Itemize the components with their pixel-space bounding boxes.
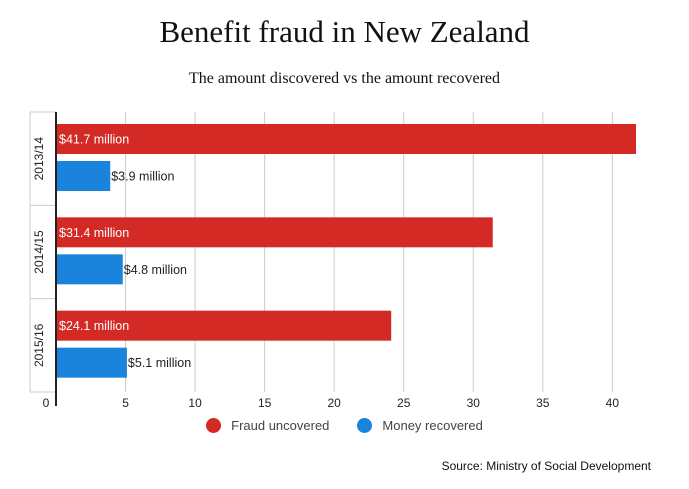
bar-fraud	[56, 310, 392, 341]
data-label: $24.1 million	[59, 319, 129, 333]
x-tick-label: 40	[606, 396, 620, 410]
legend-label-fraud: Fraud uncovered	[231, 418, 330, 433]
x-tick-label: 30	[467, 396, 481, 410]
data-label: $31.4 million	[59, 226, 129, 240]
x-tick-label: 5	[122, 396, 129, 410]
bar-fraud	[56, 124, 637, 154]
x-tick-label: 10	[188, 396, 202, 410]
legend: Fraud uncovered Money recovered	[0, 418, 689, 433]
legend-label-recovered: Money recovered	[382, 418, 483, 433]
legend-swatch-fraud	[206, 418, 222, 433]
x-tick-label: 35	[536, 396, 550, 410]
category-label: 2015/16	[32, 323, 46, 367]
bar-recovered	[56, 161, 111, 191]
data-label: $3.9 million	[111, 170, 174, 184]
data-label: $5.1 million	[128, 356, 191, 370]
x-tick-label: 25	[397, 396, 411, 410]
bar-recovered	[56, 347, 127, 378]
legend-swatch-recovered	[357, 418, 373, 433]
chart-title: Benefit fraud in New Zealand	[159, 14, 530, 49]
data-label: $4.8 million	[124, 263, 187, 277]
category-label: 2013/14	[32, 137, 46, 181]
bar-fraud	[56, 217, 493, 248]
x-tick-label: 20	[328, 396, 342, 410]
data-label: $41.7 million	[59, 133, 129, 147]
legend-item-fraud: Fraud uncovered	[206, 418, 329, 433]
legend-item-recovered: Money recovered	[357, 418, 483, 433]
source-note: Source: Ministry of Social Development	[441, 459, 651, 473]
x-tick-label: 15	[258, 396, 272, 410]
x-tick-label: 0	[43, 396, 50, 410]
category-label: 2014/15	[32, 230, 46, 274]
chart-subtitle: The amount discovered vs the amount reco…	[189, 70, 500, 87]
bar-recovered	[56, 254, 123, 285]
